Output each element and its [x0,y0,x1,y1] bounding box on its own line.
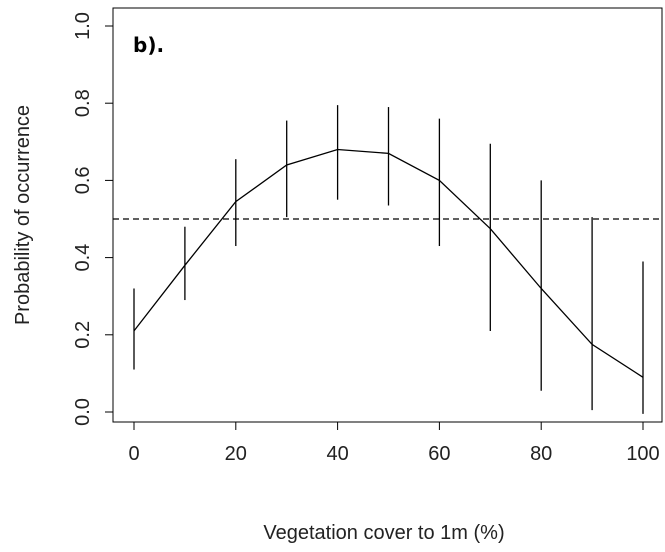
x-tick-label: 0 [128,443,139,465]
series-layer [133,148,644,378]
y-tick-label: 0.2 [72,321,94,349]
x-tick-label: 80 [530,443,552,465]
x-tick-label: 100 [626,443,659,465]
y-tick-label: 0.6 [72,166,94,194]
error-bars [133,105,644,414]
x-axis: 0 20 40 60 80 100 [128,421,660,465]
y-axis: 0.0 0.2 0.4 0.6 0.8 1.0 [72,12,114,426]
series-line [133,148,644,378]
y-axis-title: Probability of occurrence [12,105,34,325]
panel-label: b). [133,33,164,57]
x-tick-label: 20 [225,443,247,465]
plot-frame [112,7,663,423]
x-tick-label: 60 [428,443,450,465]
y-tick-label: 0.8 [72,89,94,117]
y-tick-label: 0.4 [72,244,94,272]
y-tick-label: 1.0 [72,12,94,40]
x-axis-title: Vegetation cover to 1m (%) [263,522,504,544]
x-tick-label: 40 [326,443,348,465]
y-tick-label: 0.0 [72,398,94,426]
